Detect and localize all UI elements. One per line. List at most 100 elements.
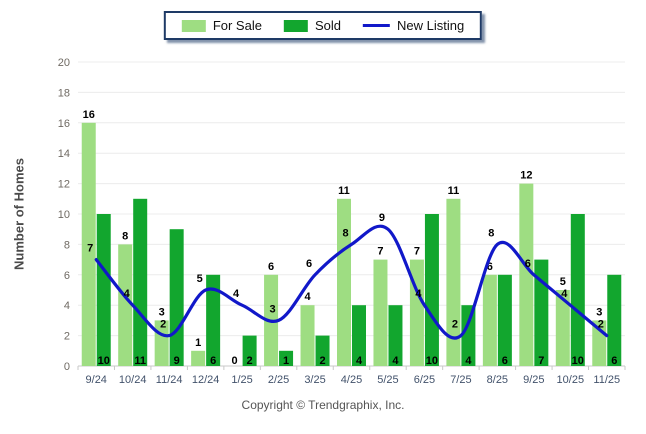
- sold-bar: [96, 214, 111, 366]
- for-sale-value-label: 11: [338, 185, 350, 197]
- copyright-text: Copyright © Trendgraphix, Inc.: [241, 398, 405, 412]
- new-listing-value-label: 4: [561, 288, 568, 300]
- for-sale-bar: [519, 183, 534, 366]
- x-tick-label: 9/25: [523, 374, 544, 386]
- y-tick-label: 12: [58, 179, 70, 191]
- y-tick-label: 0: [64, 361, 70, 373]
- x-tick-label: 1/25: [231, 374, 252, 386]
- x-tick-label: 12/24: [192, 374, 220, 386]
- legend-label-sold: Sold: [314, 18, 341, 33]
- sold-value-label: 2: [247, 355, 253, 367]
- for-sale-swatch-icon: [181, 19, 206, 32]
- new-listing-value-label: 6: [525, 258, 531, 270]
- for-sale-bar: [191, 350, 206, 366]
- new-listing-value-label: 8: [342, 227, 348, 239]
- y-tick-label: 10: [58, 209, 70, 221]
- sold-bar: [352, 305, 366, 366]
- x-tick-label: 2/25: [268, 374, 289, 386]
- x-tick-label: 9/24: [86, 374, 107, 386]
- x-tick-label: 4/25: [341, 374, 362, 386]
- x-tick-label: 5/25: [377, 374, 398, 386]
- sold-value-label: 7: [538, 355, 544, 367]
- y-tick-label: 2: [64, 331, 70, 343]
- new-listing-value-label: 5: [197, 273, 203, 285]
- for-sale-bar: [555, 290, 570, 366]
- new-listing-value-label: 4: [415, 288, 422, 300]
- sold-value-label: 2: [319, 355, 325, 367]
- sold-value-label: 10: [98, 355, 110, 367]
- sold-bar: [388, 305, 403, 366]
- sold-value-label: 4: [392, 355, 399, 367]
- for-sale-value-label: 1: [195, 337, 201, 349]
- sold-value-label: 6: [611, 355, 617, 367]
- for-sale-value-label: 3: [596, 306, 602, 318]
- for-sale-bar: [81, 122, 96, 366]
- for-sale-bar: [118, 244, 133, 366]
- legend-item-sold: Sold: [283, 18, 341, 33]
- for-sale-value-label: 5: [560, 276, 566, 288]
- sold-bar: [206, 274, 221, 366]
- for-sale-value-label: 6: [487, 261, 493, 273]
- sold-bar: [133, 198, 148, 366]
- for-sale-value-label: 12: [520, 170, 532, 182]
- for-sale-value-label: 11: [448, 185, 460, 197]
- sold-value-label: 10: [426, 355, 438, 367]
- legend-item-for-sale: For Sale: [181, 18, 262, 33]
- for-sale-value-label: 7: [414, 246, 420, 258]
- x-tick-label: 8/25: [487, 374, 508, 386]
- legend-item-new-listing: New Listing: [362, 18, 465, 33]
- x-tick-label: 10/24: [119, 374, 147, 386]
- x-tick-label: 11/25: [593, 374, 620, 386]
- sold-value-label: 9: [174, 355, 180, 367]
- for-sale-bar: [300, 305, 315, 366]
- sold-bar: [570, 214, 585, 366]
- y-tick-label: 18: [58, 87, 70, 99]
- for-sale-value-label: 3: [159, 306, 165, 318]
- for-sale-bar: [446, 198, 461, 366]
- sold-bar: [534, 259, 549, 366]
- x-tick-label: 6/25: [414, 374, 435, 386]
- sold-bar: [279, 350, 294, 366]
- new-listing-value-label: 2: [598, 319, 604, 331]
- y-tick-label: 8: [64, 239, 70, 251]
- for-sale-value-label: 0: [232, 355, 238, 367]
- sold-value-label: 11: [134, 355, 146, 367]
- new-listing-value-label: 3: [270, 303, 276, 315]
- sold-value-label: 4: [356, 355, 363, 367]
- x-tick-label: 3/25: [304, 374, 325, 386]
- for-sale-bar: [482, 274, 497, 366]
- x-tick-label: 7/25: [450, 374, 471, 386]
- sold-bar: [497, 274, 512, 366]
- new-listing-line-icon: [362, 24, 390, 27]
- y-axis-title: Number of Homes: [11, 158, 27, 270]
- y-tick-label: 4: [64, 300, 70, 312]
- y-tick-label: 16: [58, 118, 70, 130]
- sold-bar: [424, 214, 439, 366]
- sold-bar: [315, 335, 330, 366]
- y-tick-label: 14: [58, 148, 70, 160]
- for-sale-value-label: 8: [122, 230, 128, 242]
- new-listing-value-label: 8: [488, 227, 494, 239]
- legend-label-for-sale: For Sale: [212, 18, 262, 33]
- x-tick-label: 11/24: [156, 374, 183, 386]
- y-tick-label: 20: [58, 57, 70, 69]
- for-sale-value-label: 7: [377, 246, 383, 258]
- sold-value-label: 6: [502, 355, 508, 367]
- legend-label-new-listing: New Listing: [396, 18, 465, 33]
- for-sale-value-label: 16: [83, 109, 95, 121]
- new-listing-value-label: 4: [233, 288, 240, 300]
- new-listing-value-label: 9: [379, 212, 385, 224]
- for-sale-value-label: 6: [268, 261, 274, 273]
- sold-bar: [169, 229, 184, 366]
- new-listing-value-label: 2: [452, 319, 458, 331]
- y-tick-label: 6: [64, 270, 70, 282]
- new-listing-value-label: 2: [160, 319, 166, 331]
- x-tick-label: 10/25: [557, 374, 585, 386]
- chart-legend: For Sale Sold New Listing: [163, 11, 483, 40]
- sold-value-label: 6: [210, 355, 216, 367]
- new-listing-value-label: 7: [87, 243, 93, 255]
- new-listing-value-label: 6: [306, 258, 312, 270]
- for-sale-bar: [373, 259, 388, 366]
